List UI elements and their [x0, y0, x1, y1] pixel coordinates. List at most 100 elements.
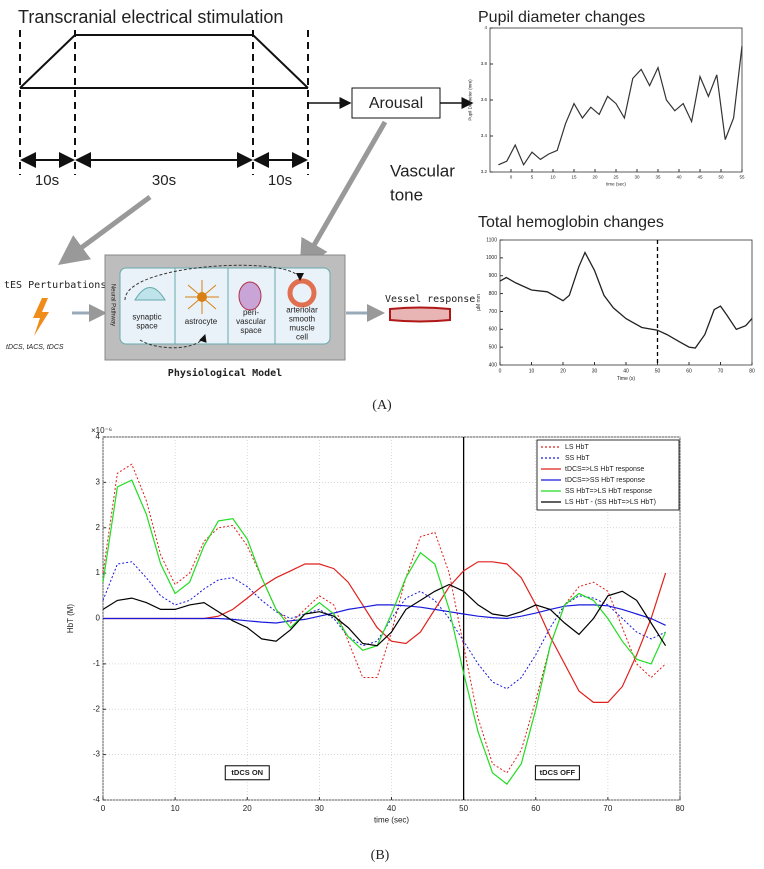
x-tick-label: 40	[387, 804, 396, 813]
series-line	[102, 583, 667, 647]
arousal-box	[351, 87, 441, 119]
dashed-markers	[19, 30, 309, 175]
legend-label: tDCS=>SS HbT response	[565, 477, 645, 484]
y-tick-label: 3.6	[481, 97, 488, 102]
cell-label: peri-	[243, 308, 259, 317]
stim-title: Transcranial electrical stimulation	[18, 7, 283, 27]
x-axis-label: time (sec)	[606, 182, 626, 187]
x-tick-label: 0	[499, 368, 502, 374]
y-tick-label: 400	[489, 362, 498, 368]
x-tick-label: 70	[718, 368, 724, 374]
y-tick-label: 600	[489, 327, 498, 333]
series-line	[103, 604, 666, 626]
legend-label: SS HbT	[565, 455, 590, 462]
chart-title: Total hemoglobin changes	[478, 214, 664, 231]
astrocyte-arms	[185, 280, 219, 314]
cell-label: space	[240, 326, 262, 335]
tes-types: tDCS, tACS, tDCS	[6, 344, 64, 351]
legend-label: LS HbT - (SS HbT=>LS HbT)	[565, 499, 656, 506]
cell-label: vascular	[236, 317, 266, 326]
x-tick-label: 30	[592, 368, 598, 374]
arteriole-icon	[287, 278, 317, 308]
x-axis-label: time (sec)	[374, 816, 409, 825]
x-tick-label: 5	[531, 175, 534, 180]
y-tick-label: 3.8	[481, 61, 488, 66]
x-tick-label: 55	[739, 175, 745, 180]
pathway-arrow	[124, 264, 304, 301]
synapse-icon	[134, 287, 166, 301]
vessel-icon	[389, 306, 451, 323]
y-tick-label: -3	[93, 750, 101, 759]
vascular-tone: Vascular	[390, 161, 455, 180]
series-line	[102, 463, 666, 774]
arrow	[299, 120, 388, 271]
x-tick-label: 35	[655, 175, 661, 180]
y-exponent: ×10⁻⁶	[91, 426, 112, 435]
x-tick-label: 0	[101, 804, 106, 813]
cell-label: cell	[296, 333, 308, 342]
x-tick-label: 50	[718, 175, 724, 180]
y-tick-label: -1	[93, 659, 101, 668]
y-tick-label: 700	[489, 309, 498, 315]
pathway-arrow	[139, 334, 207, 349]
cell-dividers	[174, 268, 276, 344]
plot-area	[489, 27, 743, 173]
x-tick-label: 80	[749, 368, 755, 374]
x-tick-label: 20	[243, 804, 252, 813]
vessel-response: Vessel response	[385, 294, 475, 305]
panel-label: (B)	[371, 848, 390, 863]
y-axis-label: Pupil Diameter (mm)	[467, 79, 472, 121]
y-tick-label: 4	[484, 25, 487, 30]
duration: 10s	[268, 172, 292, 189]
model-title: Physiological Model	[168, 367, 282, 379]
x-tick-label: 10	[550, 175, 556, 180]
y-tick-label: 3.4	[481, 133, 488, 138]
series-line	[102, 479, 667, 785]
x-tick-label: 50	[459, 804, 468, 813]
y-tick-label: 900	[489, 273, 498, 279]
y-tick-label: 3.2	[481, 169, 488, 174]
legend-label: LS HbT	[565, 444, 589, 451]
perivascular-icon	[238, 281, 262, 311]
series-line	[499, 251, 753, 349]
chart-title: Pupil diameter changes	[478, 9, 645, 26]
x-tick-label: 70	[603, 804, 612, 813]
x-tick-label: 0	[510, 175, 513, 180]
y-tick-label: 1100	[486, 237, 497, 243]
duration: 10s	[35, 172, 59, 189]
y-tick-label: 3	[96, 477, 101, 486]
y-tick-label: 1000	[486, 255, 497, 261]
model-inner	[119, 267, 331, 345]
cell-label: synaptic	[132, 313, 161, 322]
y-tick-label: 4	[96, 432, 101, 441]
duration: 30s	[152, 172, 176, 189]
cell-label: smooth	[289, 315, 315, 324]
x-tick-label: 10	[171, 804, 180, 813]
vascular-tone: tone	[390, 185, 423, 204]
plot-area	[499, 239, 753, 366]
y-tick-label: 2	[96, 523, 101, 532]
y-axis-label: μM mm	[476, 294, 482, 311]
x-tick-label: 80	[676, 804, 685, 813]
cell-label: space	[136, 322, 158, 331]
cell-label: astrocyte	[185, 317, 218, 326]
side-label: Neural Pathway	[109, 284, 115, 326]
x-tick-label: 30	[315, 804, 324, 813]
x-tick-label: 25	[613, 175, 619, 180]
legend-label: SS HbT=>LS HbT response	[565, 488, 652, 495]
x-axis-label: Time (s)	[617, 376, 635, 382]
x-tick-label: 20	[592, 175, 598, 180]
y-axis-label: HbT (M)	[66, 604, 75, 634]
arousal: Arousal	[369, 95, 423, 112]
x-tick-label: 60	[531, 804, 540, 813]
x-tick-label: 10	[529, 368, 535, 374]
annotation: tDCS ON	[231, 768, 263, 777]
cell-label: muscle	[289, 324, 315, 333]
y-tick-label: 0	[96, 614, 101, 623]
legend-label: tDCS=>LS HbT response	[565, 466, 644, 473]
annotation-box	[224, 765, 270, 781]
y-tick-label: 800	[489, 291, 498, 297]
x-tick-label: 60	[686, 368, 692, 374]
tes-label: tES Perturbations	[4, 280, 106, 291]
